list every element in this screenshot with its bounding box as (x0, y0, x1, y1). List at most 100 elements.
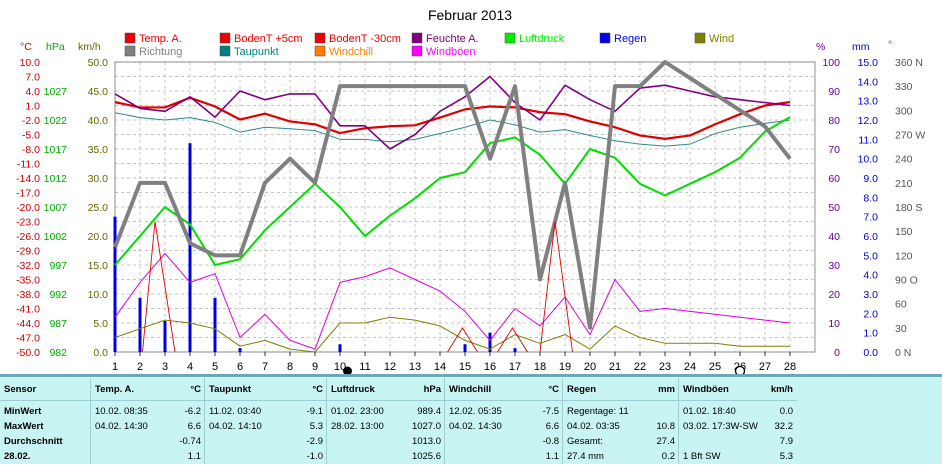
stats-column: Windböen km/h 01.02. 18:40 0.0 03.02. 17:3W-… (678, 378, 797, 464)
rain-tick-label: 13.0 (858, 96, 879, 108)
stats-cell: Regentage: 11 (567, 404, 675, 420)
stats-cell-value: -7.5 (542, 406, 559, 417)
temp-tick-label: -32.0 (16, 260, 40, 272)
pressure-tick-label: 997 (49, 260, 67, 272)
series-feuchte-a- (114, 75, 791, 150)
stats-header-rule (679, 400, 797, 401)
temp-tick-label: -41.0 (16, 304, 40, 316)
stats-cell-value: -2.9 (306, 436, 323, 447)
humidity-tick-label: 70 (828, 144, 840, 156)
wind-tick-label: 50.0 (88, 57, 109, 69)
stats-cell: 03.02. 17:3W-SW 32.2 (683, 419, 793, 435)
rain-tick-label: 3.0 (863, 289, 878, 301)
legend-label: Feuchte A. (426, 33, 479, 45)
stats-column: Temp. A. °C 10.02. 08:35 -6.2 04.02. 14:30 6.… (90, 378, 205, 464)
series-taupunkt (114, 112, 791, 147)
stats-cell-date: 01.02. 23:00 (331, 406, 384, 417)
legend-label: Temp. A. (139, 33, 182, 45)
stats-cell: -0.8 (449, 434, 559, 450)
wind-tick-label: 0.0 (93, 347, 108, 359)
rain-bars (113, 143, 517, 352)
x-tick-label: 3 (162, 361, 168, 373)
series-luftdruck (114, 116, 791, 266)
stats-cell: 10.02. 08:35 -6.2 (95, 404, 201, 420)
stats-header: Luftdruck hPa (331, 382, 441, 398)
rain-bar (513, 348, 517, 352)
temp-tick-label: -29.0 (16, 246, 40, 258)
temp-tick-label: 10.0 (20, 57, 41, 69)
x-tick-label: 22 (634, 361, 646, 373)
stats-cell-value: 27.4 (656, 436, 676, 447)
series-windchill-spike (447, 326, 478, 353)
humidity-tick-label: 0 (834, 347, 840, 359)
moon-full-icon (734, 365, 746, 374)
stats-header: Windböen km/h (683, 382, 793, 398)
wind-tick-label: 35.0 (88, 144, 109, 156)
temp-tick-label: -26.0 (16, 231, 40, 243)
stats-cell: 1013.0 (331, 434, 441, 450)
stats-header-label: Luftdruck (331, 384, 375, 395)
temp-tick-label: -5.0 (22, 130, 40, 142)
stats-cell: 01.02. 18:40 0.0 (683, 404, 793, 420)
rain-bar (138, 297, 142, 352)
stats-cell-date: 1 Bft SW (683, 451, 721, 462)
stats-cell-value: -6.2 (184, 406, 201, 417)
humidity-tick-label: 40 (828, 231, 840, 243)
legend-swatch (504, 32, 516, 44)
stats-header-rule (327, 400, 445, 401)
stats-cell-date: 11.02. 03:40 (209, 406, 262, 417)
stats-cell: 1 Bft SW 5.3 (683, 449, 793, 465)
rain-bar (213, 297, 217, 352)
divider (0, 374, 942, 377)
direction-tick-label: 210 (895, 178, 913, 190)
stats-header-label: Sensor (4, 384, 37, 395)
stats-row-label: MinWert (4, 406, 42, 417)
stats-header-label: Regen (567, 384, 597, 395)
pressure-tick-label: 1012 (44, 173, 68, 185)
rain-bar (338, 344, 342, 352)
x-tick-label: 12 (384, 361, 396, 373)
stats-cell-value: 7.9 (779, 436, 793, 447)
stats-cell: -0.74 (95, 434, 201, 450)
stats-header-label: Taupunkt (209, 384, 252, 395)
rain-tick-label: 15.0 (858, 57, 879, 69)
legend-swatch (219, 45, 231, 57)
pressure-tick-label: 1027 (44, 86, 68, 98)
stats-header-unit: °C (548, 384, 559, 395)
stats-header: Temp. A. °C (95, 382, 201, 398)
stats-cell-date: 27.4 mm (567, 451, 604, 462)
stats-cell-value: 1025.6 (411, 451, 441, 462)
pressure-tick-label: 1022 (44, 115, 68, 127)
humidity-tick-label: 10 (828, 318, 840, 330)
rain-tick-label: 7.0 (863, 212, 878, 224)
stats-row-label: Durchschnitt (4, 436, 63, 447)
temp-tick-label: -2.0 (22, 115, 40, 127)
rain-tick-label: 4.0 (863, 270, 878, 282)
stats-cell-date: 12.02. 05:35 (449, 406, 502, 417)
legend-label: Luftdruck (519, 33, 565, 45)
x-tick-label: 23 (659, 361, 671, 373)
stats-cell: 12.02. 05:35 -7.5 (449, 404, 559, 420)
rain-tick-label: 5.0 (863, 250, 878, 262)
stats-header-rule (0, 400, 90, 401)
stats-header-rule (205, 400, 327, 401)
stats-cell-date: 04.02. 03:35 (567, 421, 620, 432)
humidity-tick-label: 100 (822, 57, 840, 69)
stats-cell: 04.02. 14:30 6.6 (449, 419, 559, 435)
rain-tick-label: 1.0 (863, 328, 878, 340)
stats-row-label: 28.02. (4, 451, 31, 462)
stats-cell: -2.9 (209, 434, 323, 450)
stats-table: Sensor MinWert MaxWert Durchschnitt 28.02. Te… (0, 378, 942, 464)
temp-tick-label: -20.0 (16, 202, 40, 214)
temp-tick-label: -14.0 (16, 173, 40, 185)
stats-header-label: Windböen (683, 384, 729, 395)
humidity-tick-label: 60 (828, 173, 840, 185)
x-tick-label: 16 (484, 361, 496, 373)
stats-cell-date: 04.02. 14:30 (449, 421, 502, 432)
wind-unit-label: km/h (78, 41, 101, 53)
humidity-tick-label: 50 (828, 202, 840, 214)
stats-cell: Durchschnitt (4, 434, 86, 450)
rain-tick-label: 14.0 (858, 76, 879, 88)
stats-cell-value: -9.1 (306, 406, 323, 417)
stats-cell: MinWert (4, 404, 86, 420)
